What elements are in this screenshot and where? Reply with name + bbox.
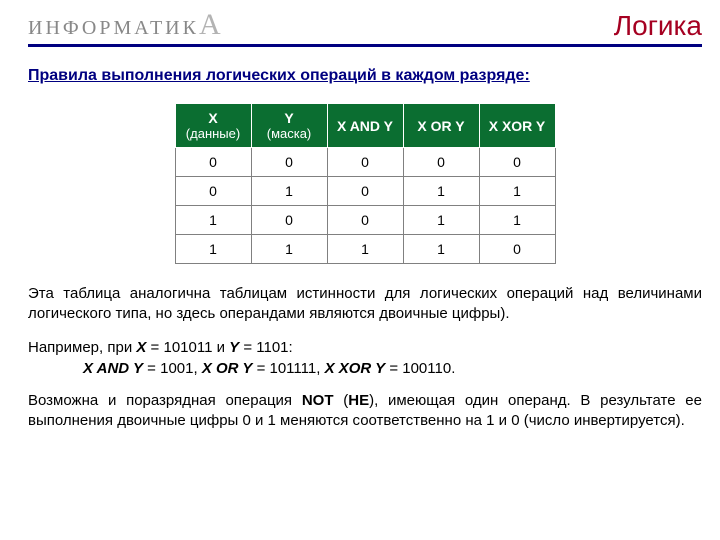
- and-label: X AND Y: [83, 360, 143, 377]
- var-x: X: [136, 339, 146, 356]
- cell: 1: [479, 206, 555, 235]
- table-row: 0 1 0 1 1: [175, 177, 555, 206]
- cell: 0: [327, 206, 403, 235]
- example-line-1: Например, при X = 101011 и Y = 1101:: [28, 339, 702, 356]
- explanation-paragraph: Эта таблица аналогична таблицам истиннос…: [28, 284, 702, 325]
- cell: 1: [175, 206, 251, 235]
- not-para-2: (: [333, 392, 348, 409]
- table-row: 1 1 1 1 0: [175, 235, 555, 264]
- cell: 1: [251, 177, 327, 206]
- col-x: X(данные): [175, 104, 251, 148]
- cell: 1: [175, 235, 251, 264]
- not-paragraph: Возможна и поразрядная операция NOT (НЕ)…: [28, 391, 702, 432]
- col-xor: X XOR Y: [479, 104, 555, 148]
- example-prefix: Например, при: [28, 339, 136, 356]
- cell: 0: [479, 235, 555, 264]
- or-label: X OR Y: [202, 360, 253, 377]
- not-he: НЕ: [348, 392, 369, 409]
- col-or: X OR Y: [403, 104, 479, 148]
- var-y: Y: [229, 339, 239, 356]
- not-para-1: Возможна и поразрядная операция: [28, 392, 302, 409]
- col-x-sub: (данные): [184, 126, 243, 141]
- cell: 0: [479, 148, 555, 177]
- cell: 0: [327, 177, 403, 206]
- cell: 1: [479, 177, 555, 206]
- not-op: NOT: [302, 392, 334, 409]
- topic-title: Логика: [614, 10, 702, 42]
- cell: 1: [403, 206, 479, 235]
- col-y-sub: (маска): [260, 126, 319, 141]
- cell: 0: [327, 148, 403, 177]
- cell: 0: [403, 148, 479, 177]
- table-header-row: X(данные) Y(маска) X AND Y X OR Y X XOR …: [175, 104, 555, 148]
- col-x-main: X: [208, 110, 217, 126]
- xor-value: = 100110.: [385, 360, 455, 377]
- cell: 1: [327, 235, 403, 264]
- cell: 0: [251, 206, 327, 235]
- brand-last-letter: А: [199, 8, 224, 41]
- cell: 1: [403, 235, 479, 264]
- cell: 0: [175, 177, 251, 206]
- table-row: 1 0 0 1 1: [175, 206, 555, 235]
- cell: 0: [251, 148, 327, 177]
- brand: ИНФОРМАТИКА: [28, 8, 224, 42]
- col-and: X AND Y: [327, 104, 403, 148]
- section-subtitle: Правила выполнения логических операций в…: [28, 67, 702, 85]
- header: ИНФОРМАТИКА Логика: [28, 8, 702, 47]
- cell: 1: [251, 235, 327, 264]
- y-value: = 1101:: [239, 339, 293, 356]
- truth-table: X(данные) Y(маска) X AND Y X OR Y X XOR …: [175, 103, 556, 264]
- col-y-main: Y: [284, 110, 293, 126]
- and-value: = 1001,: [143, 360, 202, 377]
- example-line-2: X AND Y = 1001, X OR Y = 101111, X XOR Y…: [83, 360, 702, 377]
- cell: 0: [175, 148, 251, 177]
- col-y: Y(маска): [251, 104, 327, 148]
- xor-label: X XOR Y: [325, 360, 386, 377]
- brand-prefix: ИНФОРМАТИК: [28, 17, 199, 39]
- table-row: 0 0 0 0 0: [175, 148, 555, 177]
- or-value: = 101111,: [252, 360, 324, 377]
- cell: 1: [403, 177, 479, 206]
- x-value: = 101011 и: [146, 339, 229, 356]
